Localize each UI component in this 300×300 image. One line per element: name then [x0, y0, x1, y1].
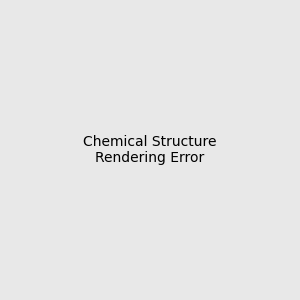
Text: Chemical Structure
Rendering Error: Chemical Structure Rendering Error — [83, 135, 217, 165]
